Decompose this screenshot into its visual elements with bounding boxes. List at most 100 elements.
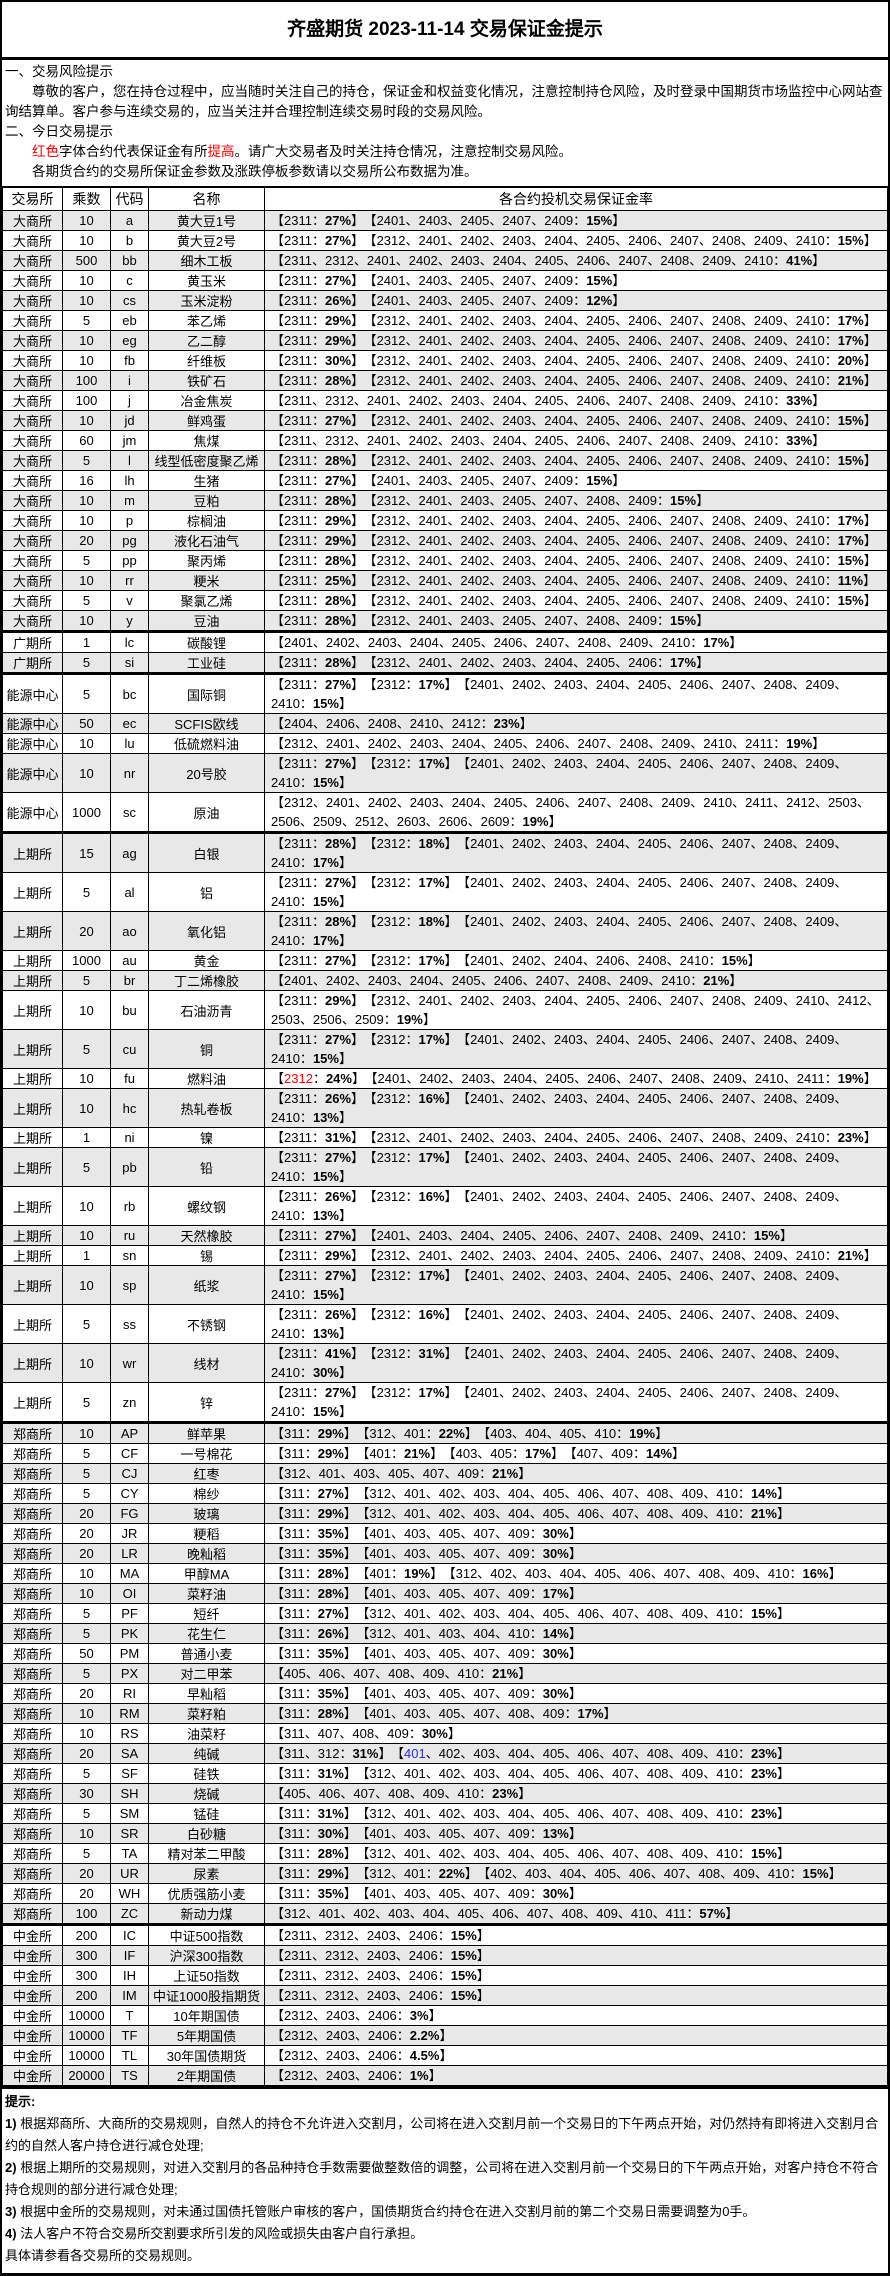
cell-margin-rates: 【2311：31%】 【2312、2401、2402、2403、2404、2405…: [264, 1127, 888, 1148]
rate-segment: 【311：28%】: [271, 1846, 357, 1861]
table-row: 上期所 5 zn 锌【2311：27%】 【2312：17%】 【2401、2402、24…: [2, 1382, 888, 1423]
cell-multiplier: 10: [62, 1563, 111, 1584]
contract-months: 2311: [284, 1130, 312, 1145]
contract-months: 2311: [284, 993, 312, 1008]
margin-rate: 21%: [492, 1466, 519, 1481]
cell-multiplier: 5: [62, 1147, 111, 1187]
rate-segment: 【2311：27%】: [271, 273, 365, 288]
margin-rate: 21%: [492, 1666, 519, 1681]
cell-multiplier: 300: [62, 1965, 111, 1986]
contract-months: 2312、2401、2402、2403、2404、2405、2406、2407、…: [271, 993, 880, 1027]
cell-margin-rates: 【2311：27%】 【2312、2401、2402、2403、2404、2405…: [264, 230, 888, 251]
contract-months: 2401、2402、2403、2404、2405、2406、2407、2408、…: [271, 1150, 848, 1184]
cell-margin-rates: 【2311：27%】 【2401、2403、2405、2407、2409：15%】: [264, 210, 888, 231]
margin-rate: 15%: [312, 1404, 339, 1419]
margin-rate: 28%: [325, 836, 352, 851]
margin-rate: 26%: [325, 1091, 352, 1106]
cell-multiplier: 15: [62, 831, 111, 873]
rate-segment: 【2312：17%】: [370, 1268, 458, 1283]
table-row: 中金所 200 IC 中证500指数 【2311、2312、2403、2406：15%】: [2, 1923, 888, 1946]
highlighted-contract: 401: [404, 1746, 426, 1761]
table-row: 大商所 10 eg 乙二醇 【2311：29%】 【2312、2401、2402、2403…: [2, 330, 888, 351]
cell-code: PM: [110, 1643, 149, 1664]
cell-code: fu: [110, 1068, 149, 1089]
contract-months: 2312: [376, 1268, 406, 1283]
rate-segment: 【311：27%】: [271, 1606, 357, 1621]
contract-months: 311: [284, 1806, 305, 1821]
cell-code: jd: [110, 410, 149, 431]
contract-months: 312、401、402、403、404、405、406、407、408、409、…: [284, 1906, 687, 1921]
contract-months: 2312、2401、2403、2405、2407、2408、2409: [376, 493, 658, 508]
rate-segment: 【2311：27%】: [271, 413, 365, 428]
rate-segment: 【2311、2312、2403、2406：15%】: [271, 1988, 490, 2003]
rate-segment: 【312、401、402、403、404、405、406、407、408、409…: [362, 1846, 790, 1861]
cell-margin-rates: 【2311、2312、2401、2402、2403、2404、2405、2406…: [264, 390, 888, 411]
raised-label: 提高: [207, 144, 235, 159]
cell-exchange: 郑商所: [2, 1823, 63, 1844]
rate-segment: 【311：35%】: [271, 1646, 357, 1661]
cell-multiplier: 20: [62, 1683, 111, 1704]
margin-rate: 29%: [325, 513, 352, 528]
cell-code: ao: [110, 911, 149, 951]
margin-rate: 30%: [542, 1546, 569, 1561]
cell-name: 甲醇MA: [148, 1563, 265, 1584]
cell-margin-rates: 【2311：27%】 【2312：17%】 【2401、2402、2404、2406…: [264, 950, 888, 971]
cell-exchange: 上期所: [2, 1186, 63, 1226]
margin-rate: 13%: [312, 1208, 339, 1223]
section1-text: 尊敬的客户，您在持仓过程中，应当随时关注自己的持仓，保证金和权益变化情况，注意控…: [5, 84, 883, 119]
cell-margin-rates: 【311：29%】 【312、401：22%】 【403、404、405、410：1…: [264, 1421, 888, 1444]
margin-table: 交易所 乘数 代码 名称 各合约投机交易保证金率 大商所 10 a 黄大豆1号 【231…: [2, 186, 888, 2086]
contract-months: 312、401、402、403、404、405、406、407、408、409、…: [369, 1766, 738, 1781]
cell-margin-rates: 【2311、2312、2403、2406：15%】: [264, 1923, 888, 1946]
table-row: 郑商所 5 SM 锰硅 【311：31%】 【312、401、402、403、404、40…: [2, 1803, 888, 1824]
cell-multiplier: 10: [62, 330, 111, 351]
cell-code: rb: [110, 1186, 149, 1226]
contract-months: 2311: [284, 353, 312, 368]
cell-code: sc: [110, 792, 149, 833]
margin-rate: 23%: [493, 716, 520, 731]
cell-name: 冶金焦炭: [148, 390, 265, 411]
rate-segment: 【2312、2401、2402、2403、2404、2405、2406、2407…: [370, 453, 877, 468]
cell-code: eg: [110, 330, 149, 351]
table-row: 大商所 10 fb 纤维板 【2311：30%】 【2312、2401、2402、2403…: [2, 350, 888, 371]
cell-margin-rates: 【311：30%】 【401、403、405、407、409：13%】: [264, 1823, 888, 1844]
contract-months: 405、406、407、408、409、410: [284, 1666, 480, 1681]
margin-rate: 27%: [325, 413, 352, 428]
rate-segment: 【312、401、402、403、404、405、406、407、408、409…: [362, 1486, 790, 1501]
cell-margin-rates: 【311：31%】 【312、401、402、403、404、405、406、40…: [264, 1763, 888, 1784]
table-header: 交易所 乘数 代码 名称 各合约投机交易保证金率: [2, 186, 888, 211]
contract-months: 2401、2402、2403、2404、2405、2406、2407、2408、…: [271, 677, 848, 711]
margin-rate: 28%: [325, 593, 352, 608]
cell-code: PF: [110, 1603, 149, 1624]
table-row: 郑商所 20 SA 纯碱 【311、312：31%】 【401、402、403、404、4…: [2, 1743, 888, 1764]
cell-margin-rates: 【311：29%】 【401：21%】 【403、405：17%】 【407、409：…: [264, 1443, 888, 1464]
cell-exchange: 郑商所: [2, 1583, 63, 1604]
contract-months: 401、403、405、407、409: [369, 1886, 530, 1901]
cell-exchange: 郑商所: [2, 1623, 63, 1644]
margin-rate: 13%: [542, 1826, 569, 1841]
cell-multiplier: 10: [62, 1703, 111, 1724]
margin-rate: 15%: [837, 453, 864, 468]
cell-code: TF: [110, 2025, 149, 2046]
cell-multiplier: 16: [62, 470, 111, 491]
contract-months: 2311: [284, 1307, 312, 1322]
table-row: 郑商所 5 PX 对二甲苯 【405、406、407、408、409、410：21%】: [2, 1663, 888, 1684]
table-row: 上期所 10 ru 天然橡胶 【2311：27%】 【2401、2403、2404、240…: [2, 1225, 888, 1246]
red-text-label: 红色: [32, 144, 59, 159]
rate-segment: 【2312、2401、2402、2403、2404、2405、2406、2407…: [370, 573, 877, 588]
contract-months: 311: [284, 1686, 305, 1701]
contract-months: 2311: [284, 1385, 312, 1400]
rate-segment: 【401、403、405、407、409：30%】: [362, 1686, 582, 1701]
rate-segment: 【2311：26%】: [271, 1091, 365, 1106]
margin-rate: 27%: [325, 677, 352, 692]
cell-margin-rates: 【2311：27%】 【2312：17%】 【2401、2402、2403、2404…: [264, 1382, 888, 1423]
table-row: 上期所 1 ni 镍【2311：31%】 【2312、2401、2402、2403、24…: [2, 1127, 888, 1148]
margin-rate: 29%: [325, 1248, 352, 1263]
table-row: 广期所 5 si 工业硅 【2311：28%】 【2312、2401、2402、2403、…: [2, 652, 888, 674]
cell-margin-rates: 【2311：27%】 【2312：17%】 【2401、2402、2403、2404…: [264, 1265, 888, 1305]
rate-segment: 【2311：26%】: [271, 293, 365, 308]
margin-rate: 31%: [418, 1346, 445, 1361]
margin-rate: 27%: [325, 233, 352, 248]
rate-segment: 【2312：16%】: [370, 1189, 458, 1204]
cell-name: 碳酸锂: [148, 630, 265, 653]
